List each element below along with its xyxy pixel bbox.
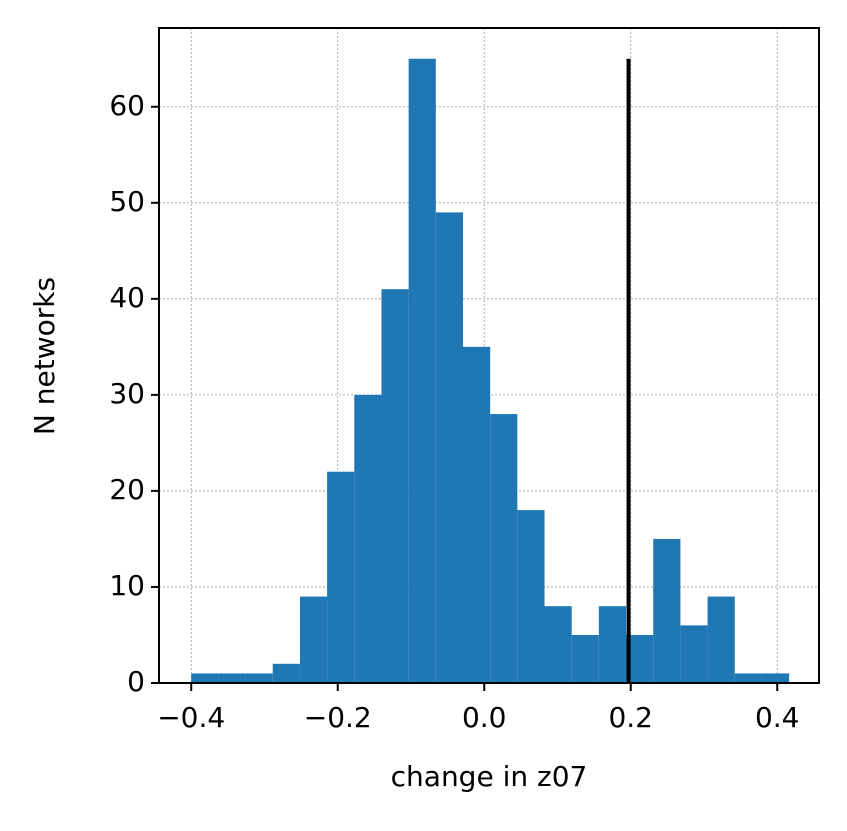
x-axis-label: change in z07: [391, 760, 588, 793]
bar: [408, 58, 436, 683]
bar: [462, 346, 491, 683]
bar: [191, 673, 219, 683]
bar: [734, 673, 762, 683]
y-tick-label: 0: [127, 665, 145, 698]
bar: [327, 471, 355, 683]
y-tick-label: 10: [109, 569, 145, 602]
bar: [517, 510, 545, 683]
bar: [381, 289, 409, 683]
bar: [571, 634, 599, 683]
bar: [245, 673, 273, 683]
bar: [598, 606, 627, 683]
bar: [490, 414, 518, 683]
y-tick-label: 50: [109, 185, 145, 218]
bar: [680, 625, 708, 683]
bar: [272, 663, 300, 683]
bar: [435, 212, 463, 683]
x-tick-label: −0.4: [157, 701, 225, 734]
bar: [761, 673, 790, 683]
y-tick-label: 40: [109, 281, 145, 314]
bar: [707, 596, 735, 683]
y-tick-label: 60: [109, 89, 145, 122]
bar: [653, 538, 681, 683]
x-tick-label: −0.2: [304, 701, 372, 734]
y-axis-label: N networks: [28, 277, 61, 435]
plot-frame: [158, 27, 820, 684]
bar: [354, 394, 382, 683]
bar: [544, 606, 572, 683]
x-tick-label: 0.2: [608, 701, 653, 734]
x-tick-label: 0.0: [462, 701, 507, 734]
bar: [299, 596, 328, 683]
x-tick-label: 0.4: [755, 701, 800, 734]
y-tick-label: 30: [109, 377, 145, 410]
y-tick-label: 20: [109, 473, 145, 506]
bar: [218, 673, 246, 683]
bar: [626, 634, 654, 683]
